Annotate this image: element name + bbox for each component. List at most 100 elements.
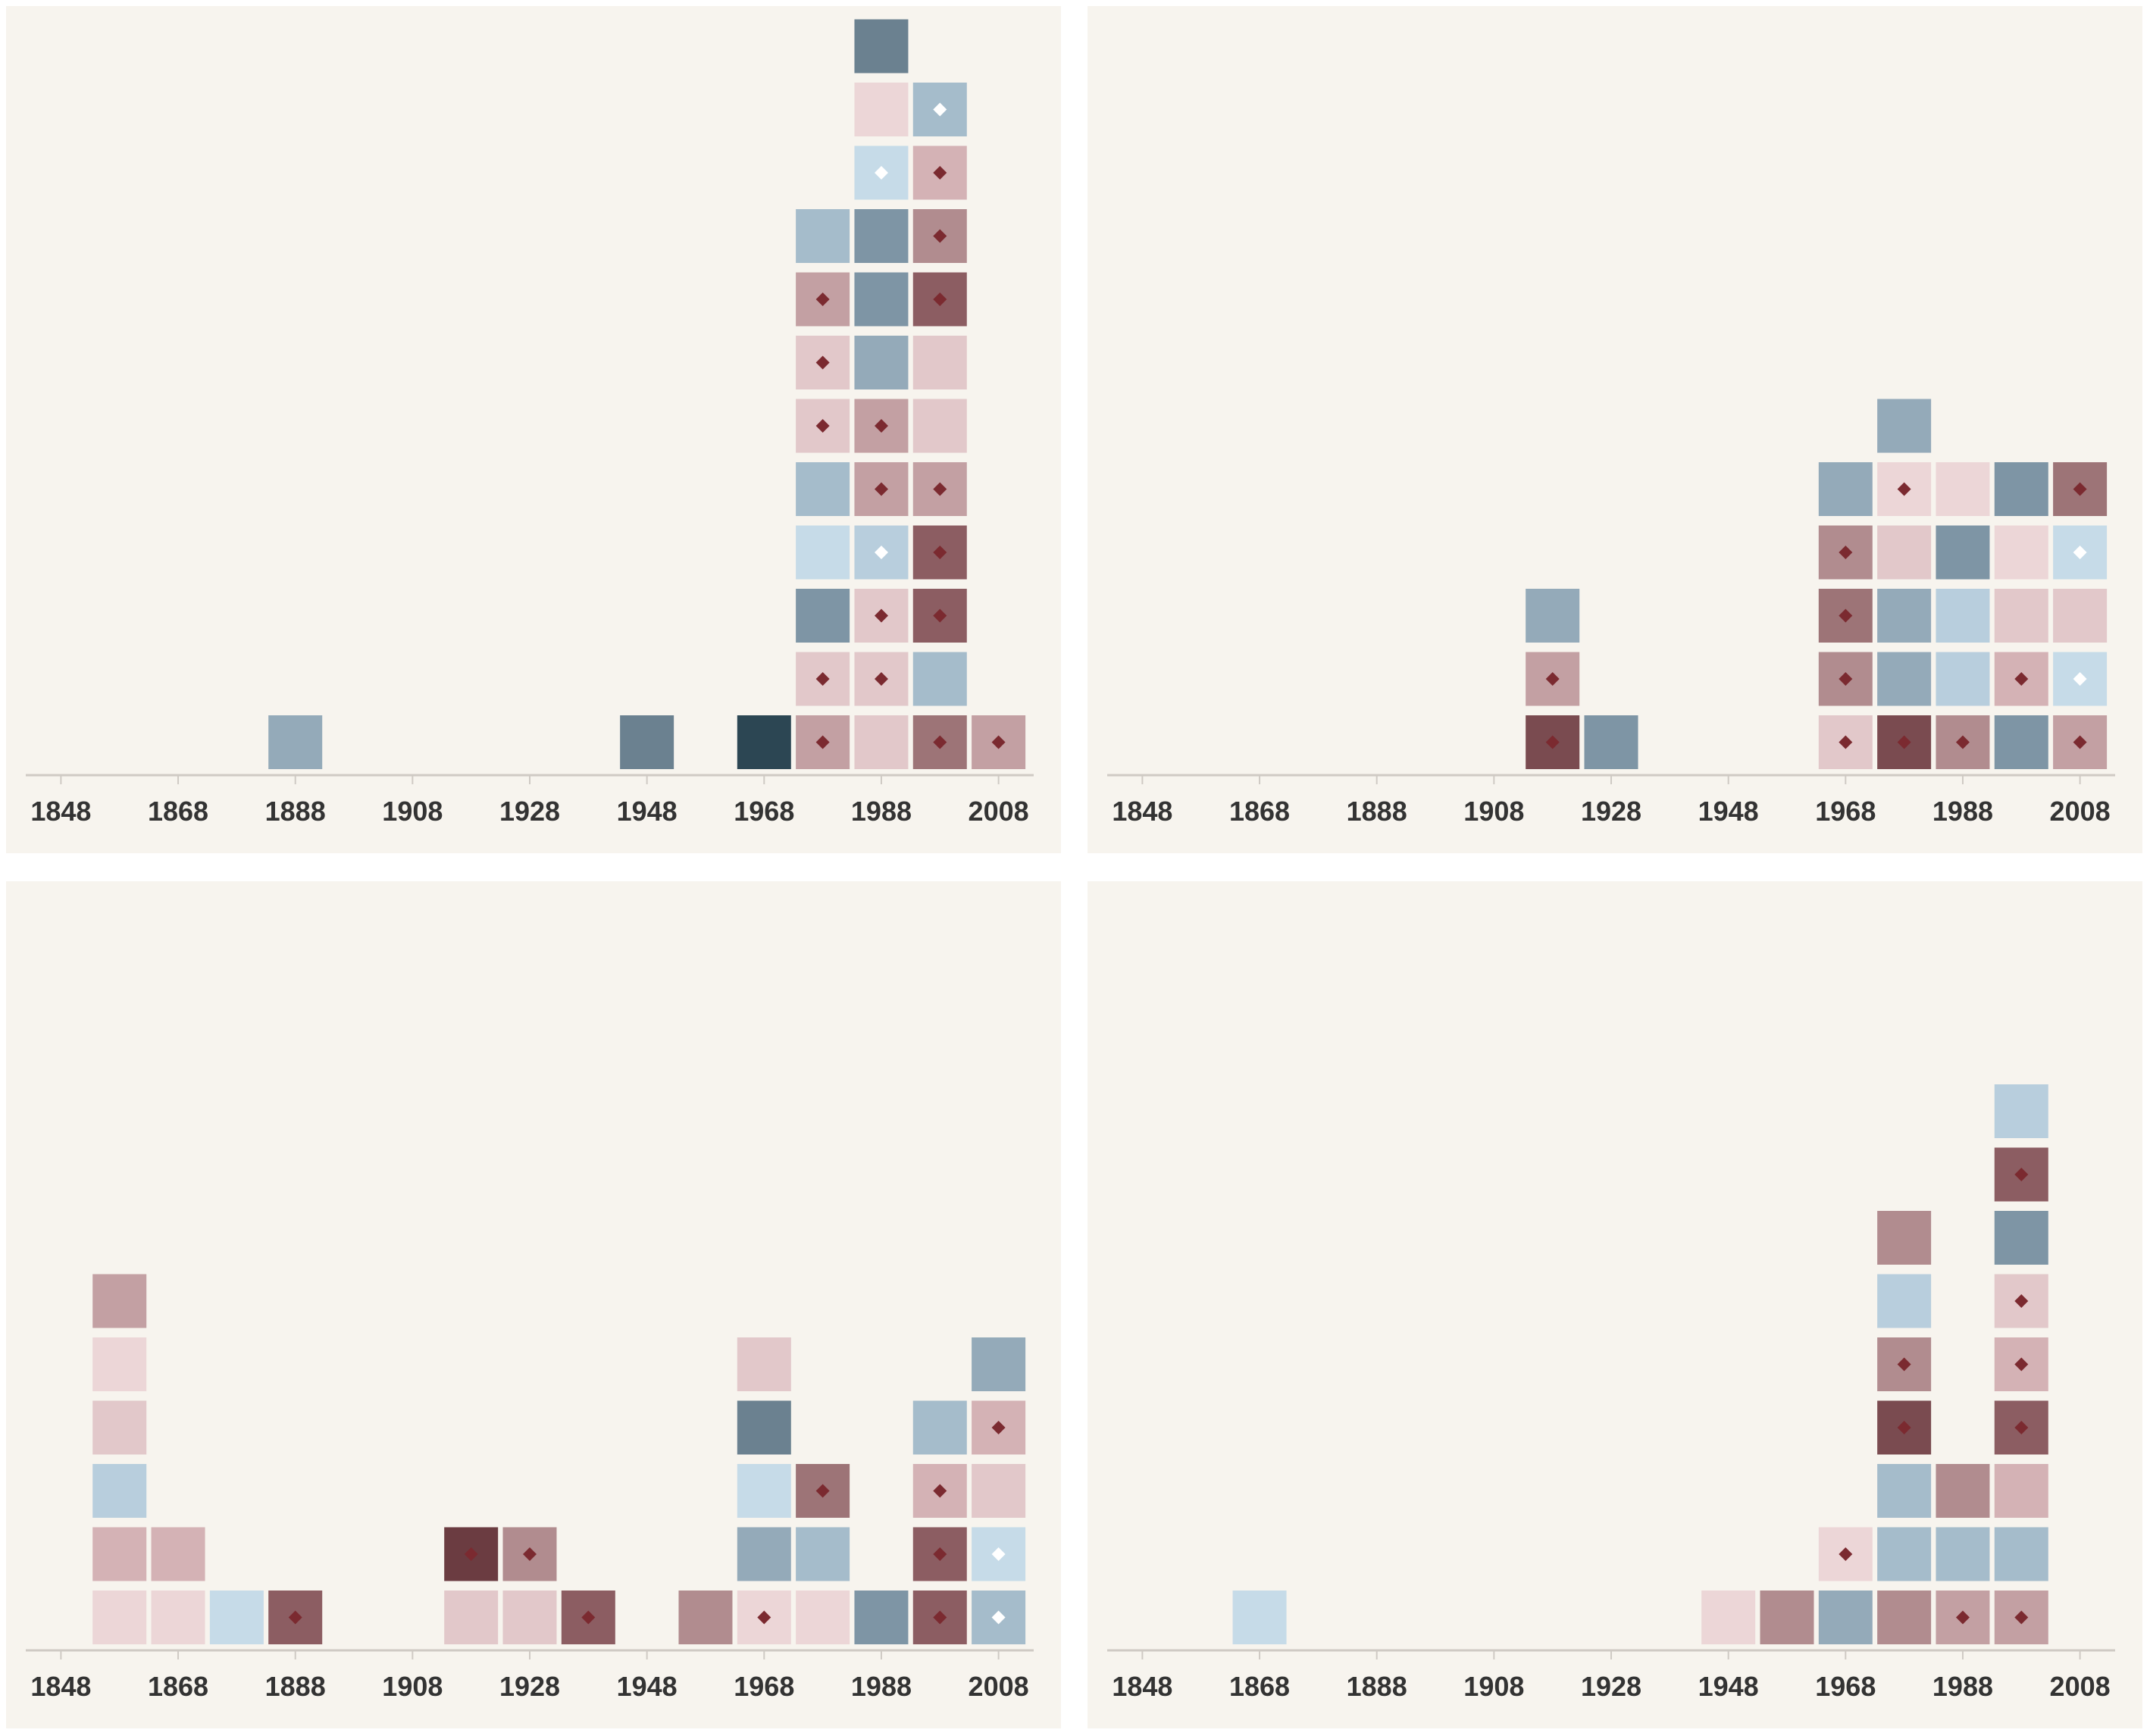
diamond-marker: [2014, 1168, 2029, 1181]
chart-svg-bottom-left: 1848 1868 1888 1908 1928 1948 1968 1988 2008: [26, 1274, 1034, 1702]
diamond-marker: [991, 735, 1006, 749]
data-square: [92, 1464, 147, 1518]
x-tick-label: 1928: [1581, 796, 1641, 827]
data-square: [972, 1337, 1026, 1391]
diamond-marker: [933, 1484, 947, 1498]
data-square: [444, 1591, 499, 1644]
diamond-marker: [991, 1547, 1006, 1561]
data-square: [737, 1527, 791, 1581]
data-square: [854, 272, 909, 327]
diamond-marker: [288, 1610, 302, 1625]
data-square: [1994, 1527, 2048, 1581]
data-square: [737, 1464, 791, 1518]
diamond-marker: [815, 292, 830, 306]
diamond-marker: [815, 419, 830, 433]
x-tick-label: 2008: [969, 1671, 1029, 1702]
data-square: [854, 715, 909, 769]
diamond-marker: [815, 1484, 830, 1498]
data-square: [737, 715, 791, 769]
data-square: [796, 589, 850, 643]
chart-svg-bottom-right: 1848 1868 1888 1908 1928 1948 1968 1988 2008: [1107, 1084, 2115, 1702]
x-tick-label: 1848: [1112, 1671, 1172, 1702]
diamond-marker: [2014, 672, 2029, 686]
diamond-marker: [933, 102, 947, 117]
diamond-marker: [2073, 735, 2087, 749]
x-tick-label: 1988: [1932, 1671, 1993, 1702]
x-tick-label: 1868: [148, 796, 208, 827]
data-square: [854, 83, 909, 136]
x-tick-label: 1888: [265, 1671, 326, 1702]
data-square: [1877, 525, 1932, 580]
x-tick-label: 1888: [1347, 1671, 1407, 1702]
x-tick-label: 1968: [1815, 1671, 1876, 1702]
x-tick-label: 1848: [30, 1671, 91, 1702]
chart-panel-top-left: 1848 1868 1888 1908 1928 1948 1968 1988 2008: [6, 6, 1061, 853]
x-tick-label: 1848: [30, 796, 91, 827]
diamond-marker: [2073, 672, 2087, 686]
diamond-marker: [933, 546, 947, 559]
diamond-marker: [1897, 1421, 1911, 1434]
diamond-marker: [523, 1547, 537, 1561]
chart-svg-top-right: 1848 1868 1888 1908 1928 1948 1968 1988 2008: [1107, 399, 2115, 827]
data-square: [92, 1591, 147, 1644]
diamond-marker: [1545, 735, 1560, 749]
data-square: [1877, 1464, 1932, 1518]
data-square: [1818, 462, 1873, 516]
x-tick-label: 1888: [265, 796, 326, 827]
data-square: [1994, 1211, 2048, 1265]
data-square: [92, 1400, 147, 1455]
data-square: [1936, 652, 1990, 706]
data-square: [1994, 715, 2048, 769]
diamond-marker: [874, 672, 888, 686]
diamond-marker: [1897, 482, 1911, 496]
chart-panel-top-right: 1848 1868 1888 1908 1928 1948 1968 1988 2008: [1088, 6, 2142, 853]
chart-panel-bottom-left: 1848 1868 1888 1908 1928 1948 1968 1988 2008: [6, 881, 1061, 1728]
data-square: [1994, 462, 2048, 516]
data-square: [854, 1591, 909, 1644]
diamond-marker: [1897, 735, 1911, 749]
data-square: [1232, 1591, 1287, 1644]
x-tick-label: 1888: [1347, 796, 1407, 827]
data-square: [1701, 1591, 1756, 1644]
data-square: [912, 652, 967, 706]
data-square: [92, 1274, 147, 1328]
diamond-marker: [464, 1547, 478, 1561]
diamond-marker: [933, 292, 947, 306]
x-tick-label: 1988: [851, 796, 912, 827]
data-square: [796, 209, 850, 263]
diamond-marker: [933, 735, 947, 749]
data-square: [151, 1527, 205, 1581]
data-square: [854, 209, 909, 263]
x-tick-label: 1908: [1463, 796, 1524, 827]
data-square: [92, 1527, 147, 1581]
data-square: [1994, 1084, 2048, 1138]
diamond-marker: [815, 672, 830, 686]
data-square: [1936, 462, 1990, 516]
diamond-marker: [815, 355, 830, 370]
diamond-marker: [874, 482, 888, 496]
diamond-marker: [581, 1610, 596, 1625]
diamond-marker: [933, 166, 947, 180]
x-tick-label: 2008: [2050, 796, 2111, 827]
data-square: [912, 399, 967, 453]
data-square: [854, 19, 909, 74]
data-square: [796, 525, 850, 580]
diamond-marker: [933, 1547, 947, 1561]
x-tick-label: 1908: [382, 796, 443, 827]
x-tick-label: 1988: [851, 1671, 912, 1702]
x-tick-label: 2008: [969, 796, 1029, 827]
data-square: [1877, 1527, 1932, 1581]
x-tick-label: 1848: [1112, 796, 1172, 827]
data-square: [1877, 652, 1932, 706]
diamond-marker: [1897, 1357, 1911, 1372]
x-tick-label: 1908: [382, 1671, 443, 1702]
data-square: [620, 715, 674, 769]
diamond-marker: [874, 419, 888, 433]
data-square: [1877, 1591, 1932, 1644]
x-tick-label: 1928: [499, 1671, 560, 1702]
data-square: [1936, 1464, 1990, 1518]
x-tick-label: 1868: [1229, 1671, 1290, 1702]
data-square: [92, 1337, 147, 1391]
diamond-marker: [933, 1610, 947, 1625]
x-tick-label: 1928: [499, 796, 560, 827]
